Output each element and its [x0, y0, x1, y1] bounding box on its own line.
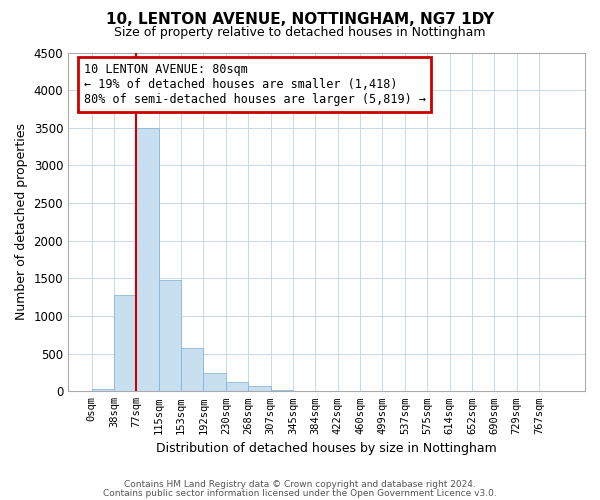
Text: 10 LENTON AVENUE: 80sqm
← 19% of detached houses are smaller (1,418)
80% of semi: 10 LENTON AVENUE: 80sqm ← 19% of detache… — [83, 62, 425, 106]
Bar — [203, 373, 226, 392]
Y-axis label: Number of detached properties: Number of detached properties — [15, 124, 28, 320]
Bar — [92, 389, 114, 392]
Text: 10, LENTON AVENUE, NOTTINGHAM, NG7 1DY: 10, LENTON AVENUE, NOTTINGHAM, NG7 1DY — [106, 12, 494, 28]
Text: Contains public sector information licensed under the Open Government Licence v3: Contains public sector information licen… — [103, 488, 497, 498]
Bar — [158, 280, 181, 392]
X-axis label: Distribution of detached houses by size in Nottingham: Distribution of detached houses by size … — [156, 442, 497, 455]
Bar — [248, 386, 271, 392]
Bar — [226, 382, 248, 392]
Bar — [114, 295, 136, 392]
Bar — [181, 348, 203, 392]
Text: Size of property relative to detached houses in Nottingham: Size of property relative to detached ho… — [114, 26, 486, 39]
Bar — [136, 128, 158, 392]
Bar — [271, 390, 293, 392]
Text: Contains HM Land Registry data © Crown copyright and database right 2024.: Contains HM Land Registry data © Crown c… — [124, 480, 476, 489]
